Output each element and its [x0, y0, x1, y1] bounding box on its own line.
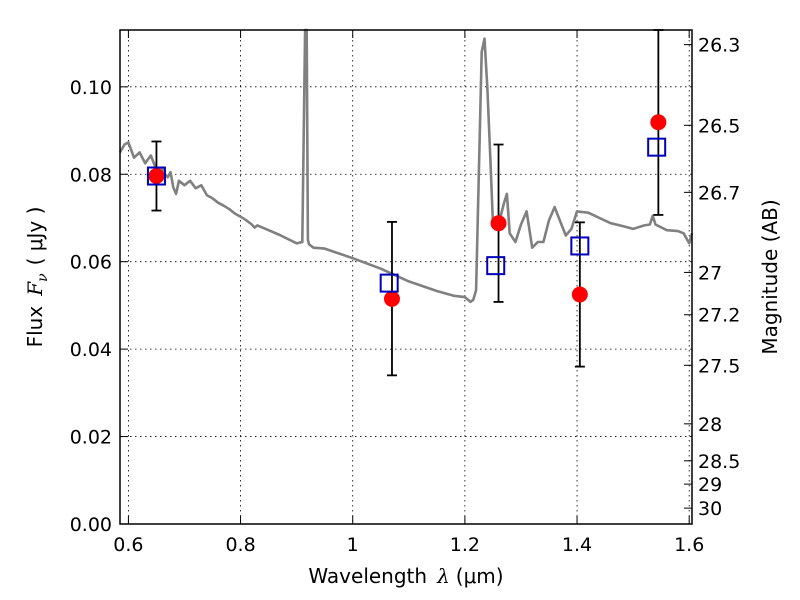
- right-axis-label: Magnitude (AB): [758, 199, 782, 354]
- model-point: [570, 236, 590, 256]
- x-axis-label-unit: (μm): [456, 564, 504, 588]
- observed-point: [571, 286, 588, 303]
- observed-point: [490, 215, 507, 232]
- model-point: [486, 256, 506, 276]
- right-tick-label: 28.5: [698, 451, 740, 473]
- observed-point: [650, 114, 667, 131]
- spectrum-layer: [118, 28, 694, 304]
- x-tick-label: 1.4: [562, 534, 592, 556]
- spectrum-line: [118, 28, 694, 304]
- y-tick-label: 0.04: [70, 339, 112, 361]
- plot-frame: [119, 29, 693, 525]
- x-tick-label: 1.6: [674, 534, 704, 556]
- model-points: [146, 137, 667, 293]
- x-axis-ticks: 0.6 0.8 1 1.2 1.4 1.6: [113, 30, 704, 556]
- right-tick-label: 27.5: [698, 355, 740, 377]
- y-tick-label: 0.06: [70, 252, 112, 274]
- right-tick-label: 26.5: [698, 115, 740, 137]
- y-axis-ticks: 0.00 0.02 0.04 0.06 0.08 0.10: [70, 77, 128, 536]
- y-axis-label-symbol: F: [23, 281, 47, 297]
- error-bars: [151, 29, 664, 377]
- x-axis-label: Wavelength λ (μm): [308, 564, 503, 588]
- right-tick-label: 29: [698, 474, 722, 496]
- observed-point: [148, 168, 165, 185]
- right-tick-label: 27: [698, 262, 722, 284]
- y-tick-label: 0.08: [70, 164, 112, 186]
- model-point: [146, 166, 166, 186]
- model-point: [647, 137, 667, 157]
- x-tick-label: 1.2: [450, 534, 480, 556]
- right-tick-label: 30: [698, 498, 722, 520]
- right-tick-label: 26.3: [698, 35, 740, 57]
- y-axis-label-text: Flux: [23, 306, 47, 348]
- right-tick-label: 26.7: [698, 182, 740, 204]
- y-tick-label: 0.10: [70, 77, 112, 99]
- x-axis-label-text: Wavelength: [308, 564, 427, 588]
- observed-point: [383, 290, 400, 307]
- y-tick-label: 0.02: [70, 427, 112, 449]
- y-axis-label-subscript: ν: [35, 273, 51, 282]
- x-axis-label-symbol: λ: [436, 564, 450, 588]
- right-tick-label: 27.2: [698, 305, 740, 327]
- y-axis-label: Flux Fν ( μJy ): [23, 207, 51, 348]
- x-tick-label: 1: [347, 534, 359, 556]
- y-tick-label: 0.00: [70, 514, 112, 536]
- grid: [120, 30, 692, 525]
- observed-points: [148, 114, 667, 307]
- model-point: [379, 273, 399, 293]
- y-axis-label-unit: ( μJy ): [23, 207, 47, 266]
- x-tick-label: 0.8: [225, 534, 255, 556]
- right-tick-label: 28: [698, 414, 722, 436]
- x-tick-label: 0.6: [113, 534, 143, 556]
